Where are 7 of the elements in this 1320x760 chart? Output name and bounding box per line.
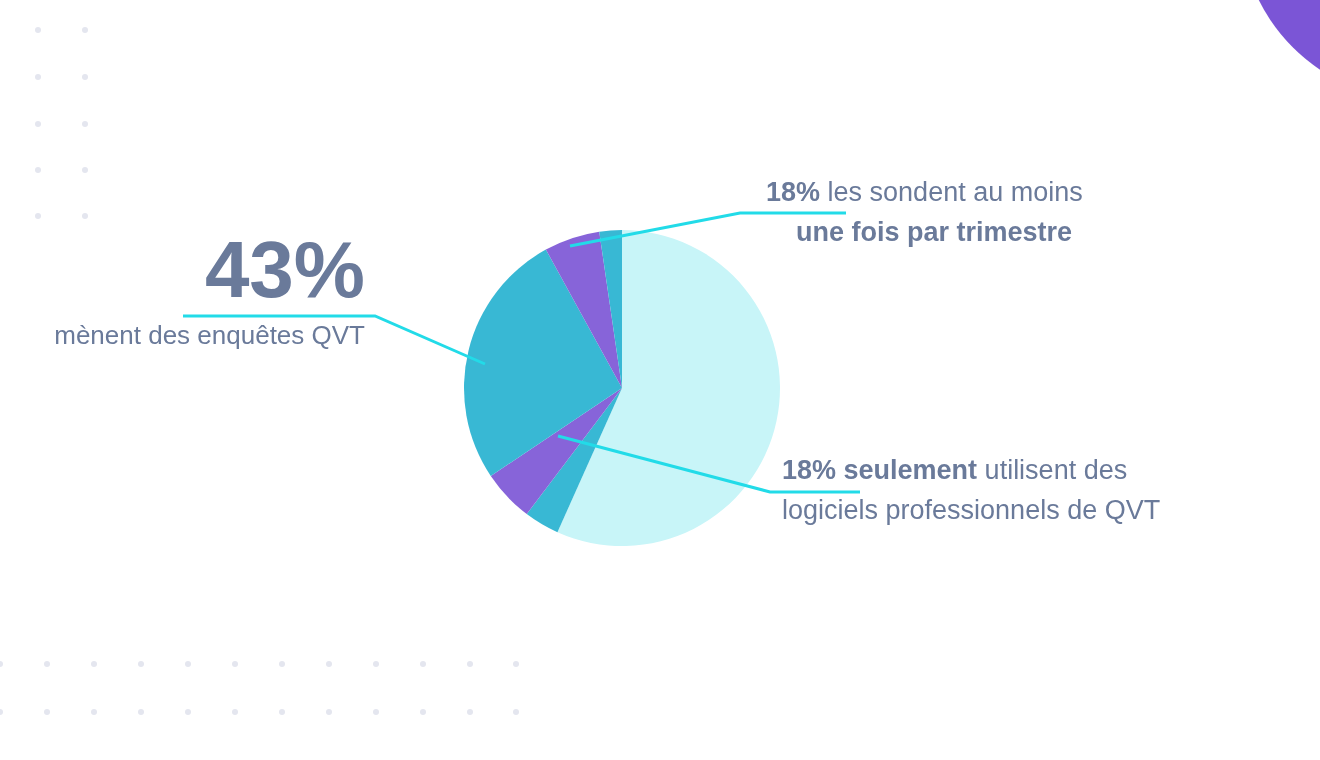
text: 18% seulement utilisent des — [782, 454, 1129, 487]
text: 18% les sondent au moins — [766, 176, 1084, 209]
text: 43% — [204, 225, 365, 314]
text: mènent des enquêtes QVT — [53, 320, 365, 352]
pie-slice — [557, 230, 780, 546]
text: une fois par trimestre — [796, 217, 1073, 247]
text: logiciels professionnels de QVT — [782, 494, 1162, 527]
